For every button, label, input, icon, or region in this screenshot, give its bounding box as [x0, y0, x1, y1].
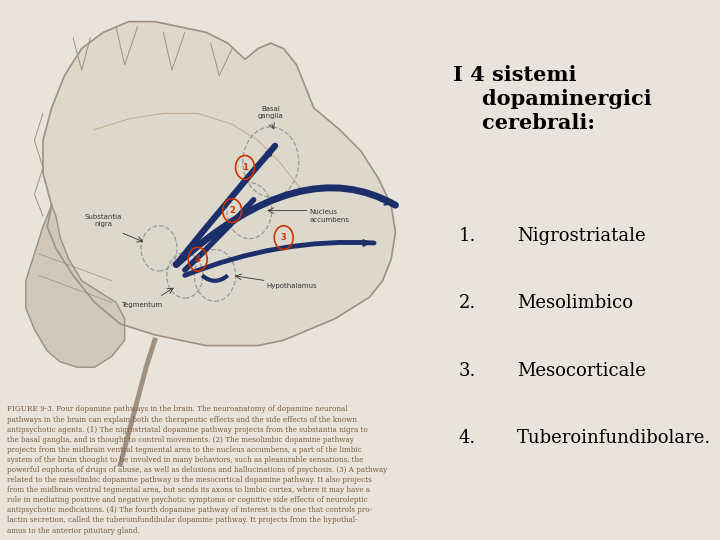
- Text: 1.: 1.: [459, 227, 476, 245]
- Text: Substantia
nigra: Substantia nigra: [84, 214, 122, 227]
- Text: 1: 1: [242, 163, 248, 172]
- Text: Hypothalamus: Hypothalamus: [266, 283, 317, 289]
- Text: Mesocorticale: Mesocorticale: [517, 362, 646, 380]
- Text: Nigrostriatale: Nigrostriatale: [517, 227, 646, 245]
- Text: 4: 4: [195, 255, 201, 264]
- Text: Basal
ganglia: Basal ganglia: [258, 106, 284, 119]
- Text: Mesolimbico: Mesolimbico: [517, 294, 633, 312]
- Text: Tuberoinfundibolare.: Tuberoinfundibolare.: [517, 429, 711, 447]
- Text: Tegmentum: Tegmentum: [121, 302, 163, 308]
- Polygon shape: [26, 205, 125, 367]
- Text: 4.: 4.: [459, 429, 476, 447]
- Polygon shape: [43, 22, 395, 346]
- Text: FIGURE 9-3. Four dopamine pathways in the brain. The neuroanatomy of dopamine ne: FIGURE 9-3. Four dopamine pathways in th…: [7, 406, 387, 535]
- Text: I 4 sistemi
    dopaminergici
    cerebrali:: I 4 sistemi dopaminergici cerebrali:: [453, 65, 652, 133]
- Text: 2: 2: [229, 206, 235, 215]
- Text: 3.: 3.: [459, 362, 476, 380]
- Text: 2.: 2.: [459, 294, 476, 312]
- Text: 3: 3: [281, 233, 287, 242]
- Text: Nucleus
accumbens: Nucleus accumbens: [310, 210, 349, 222]
